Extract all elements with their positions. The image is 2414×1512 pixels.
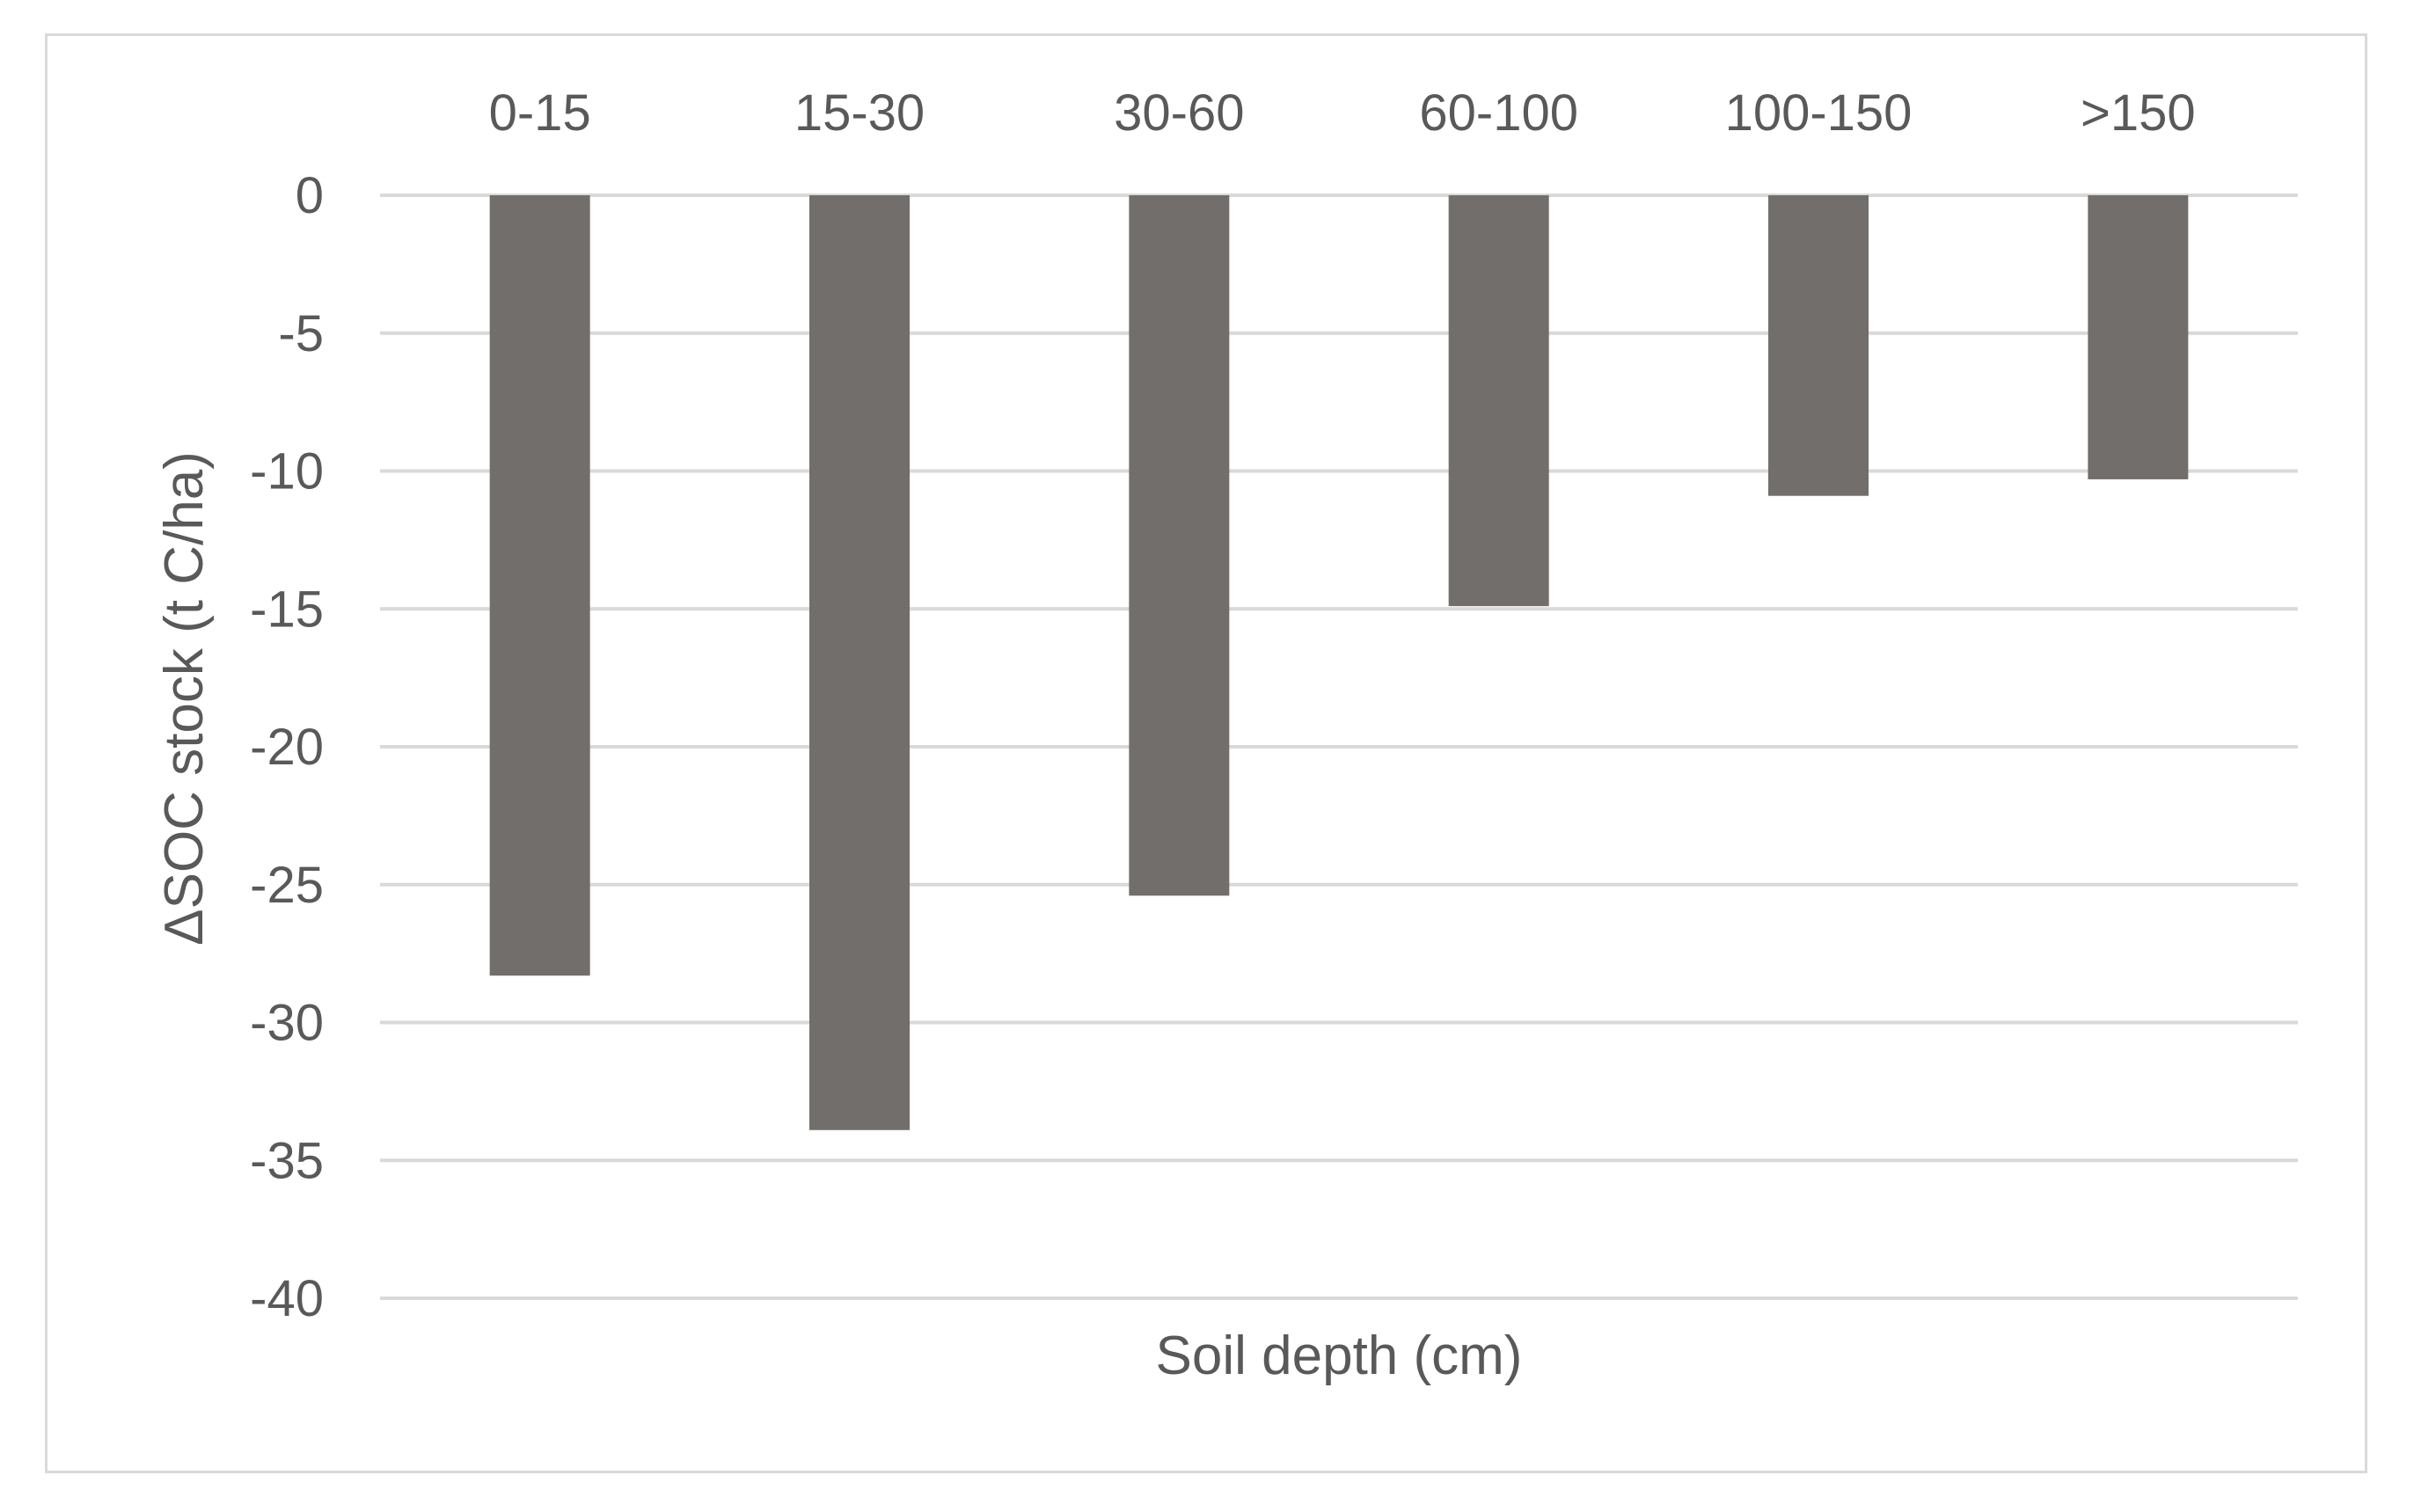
y-tick-label: -30 [250, 995, 324, 1052]
y-axis-tick-labels: 0 -5 -10 -15 -20 -25 -30 -35 -40 [250, 167, 324, 1327]
category-label: 60-100 [1419, 84, 1578, 142]
y-axis-title: ΔSOC stock (t C/ha) [154, 451, 215, 946]
bars [489, 195, 2189, 1130]
bar [1448, 195, 1549, 607]
category-label: 15-30 [794, 84, 925, 142]
y-tick-label: -5 [278, 305, 324, 362]
category-label: >150 [2081, 84, 2196, 142]
y-tick-label: -15 [250, 581, 324, 638]
bar [1768, 195, 1869, 496]
bar [489, 195, 590, 976]
gridlines [380, 194, 2298, 1300]
bar [1129, 195, 1230, 896]
category-label: 30-60 [1114, 84, 1244, 142]
y-tick-label: 0 [296, 167, 324, 224]
bar [2088, 195, 2189, 479]
y-tick-label: -20 [250, 719, 324, 776]
category-label: 100-150 [1725, 84, 1913, 142]
y-tick-label: -25 [250, 857, 324, 914]
category-label: 0-15 [489, 84, 591, 142]
y-tick-label: -40 [250, 1270, 324, 1327]
y-tick-label: -10 [250, 443, 324, 500]
y-tick-label: -35 [250, 1132, 324, 1189]
category-labels: 0-15 15-30 30-60 60-100 100-150 >150 [489, 84, 2196, 142]
bar [809, 195, 910, 1130]
x-axis-title: Soil depth (cm) [1156, 1326, 1523, 1386]
